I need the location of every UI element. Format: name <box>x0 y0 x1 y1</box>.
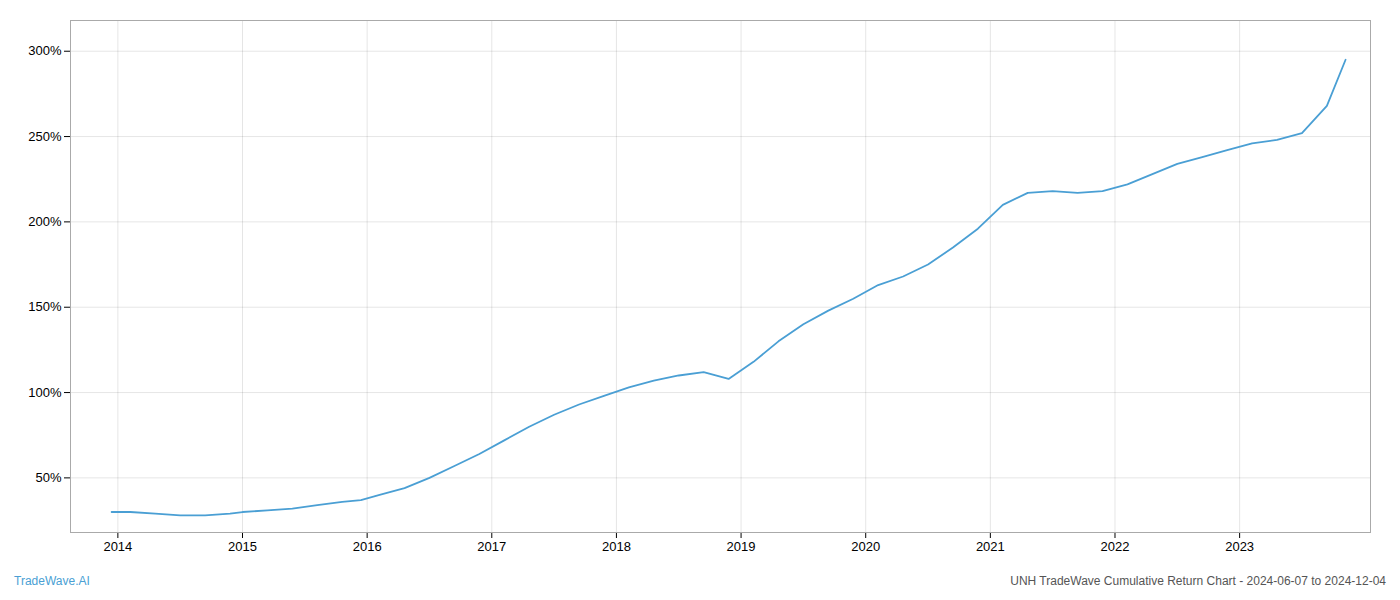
svg-text:250%: 250% <box>28 129 62 144</box>
svg-text:50%: 50% <box>35 470 61 485</box>
svg-text:300%: 300% <box>28 43 62 58</box>
svg-text:2015: 2015 <box>228 539 257 554</box>
html-text:UNH TradeWave Cumulative Retur: UNH TradeWave Cumulative Return Chart - … <box>1010 574 1386 588</box>
svg-text:200%: 200% <box>28 214 62 229</box>
svg-text:150%: 150% <box>28 299 62 314</box>
svg-text:100%: 100% <box>28 385 62 400</box>
svg-text:2016: 2016 <box>353 539 382 554</box>
svg-text:2020: 2020 <box>851 539 880 554</box>
svg-text:2014: 2014 <box>103 539 132 554</box>
svg-text:2017: 2017 <box>477 539 506 554</box>
svg-text:2021: 2021 <box>976 539 1005 554</box>
svg-text:2023: 2023 <box>1225 539 1254 554</box>
svg-text:2018: 2018 <box>602 539 631 554</box>
svg-text:2019: 2019 <box>727 539 756 554</box>
html-text:TradeWave.AI: TradeWave.AI <box>14 574 90 588</box>
svg-text:2022: 2022 <box>1101 539 1130 554</box>
